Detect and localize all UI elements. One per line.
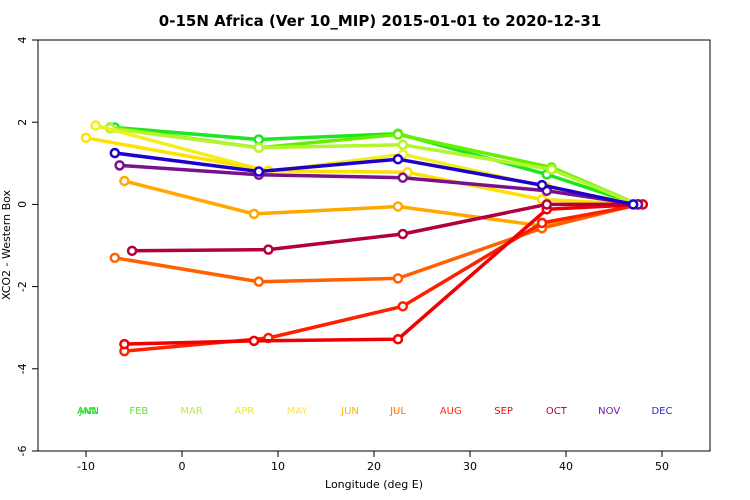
month-label-feb: FEB	[129, 406, 148, 417]
month-label-sep: SEP	[494, 406, 513, 417]
data-point	[541, 199, 553, 210]
month-label-dec: DEC	[651, 406, 672, 417]
data-point	[109, 252, 121, 264]
month-label-oct: OCT	[546, 406, 568, 417]
data-point	[397, 139, 409, 151]
data-point	[397, 172, 409, 183]
y-tick-label: 4	[16, 37, 29, 44]
x-tick-label: 40	[559, 460, 573, 473]
data-point	[392, 273, 404, 284]
series-line	[124, 202, 643, 346]
data-point	[263, 244, 274, 255]
data-point	[248, 335, 260, 347]
month-label-nov: NOV	[598, 406, 620, 417]
y-tick-label: 2	[16, 119, 29, 126]
data-point	[119, 175, 130, 187]
data-point	[109, 147, 121, 159]
data-point	[392, 201, 404, 212]
month-label-jul: JUL	[389, 406, 406, 417]
month-label-apr: APR	[234, 406, 254, 417]
data-point	[536, 217, 548, 229]
y-tick-label: 0	[16, 201, 29, 208]
data-point	[80, 132, 92, 144]
series-line	[114, 202, 639, 284]
plot-frame	[37, 39, 711, 452]
data-point	[627, 199, 639, 210]
x-tick-label: 50	[655, 460, 669, 473]
data-point	[253, 134, 265, 145]
series-group	[80, 120, 649, 357]
data-point	[253, 142, 265, 153]
month-label-may: MAY	[287, 406, 309, 417]
month-label-mar: MAR	[180, 406, 202, 417]
x-tick-label: 0	[179, 460, 186, 473]
data-point	[119, 338, 130, 350]
month-label-aug: AUG	[440, 406, 462, 417]
y-tick-label: -2	[16, 281, 29, 292]
data-point	[126, 245, 138, 257]
series-line	[132, 202, 638, 253]
y-axis-label: XCO2 - Western Box	[0, 189, 13, 300]
data-point	[392, 333, 404, 345]
y-tick-label: -4	[16, 363, 29, 374]
data-point	[397, 228, 409, 240]
data-point	[90, 120, 101, 131]
chart-title: 0-15N Africa (Ver 10_MIP) 2015-01-01 to …	[159, 12, 601, 30]
data-point	[546, 164, 557, 175]
month-label-jan: JAN	[78, 406, 96, 417]
x-tick-label: 30	[463, 460, 477, 473]
data-point	[397, 301, 409, 312]
data-point	[536, 179, 548, 191]
data-point	[392, 129, 404, 140]
series-dec	[109, 147, 639, 210]
x-axis: -10 0 10 20 30 40 50	[77, 451, 669, 473]
data-point	[253, 276, 265, 287]
y-tick-label: -6	[16, 446, 29, 457]
data-point	[253, 166, 265, 177]
month-label-jun: JUN	[340, 406, 359, 417]
y-axis: -6 -4 -2 0 2 4	[16, 37, 38, 457]
x-axis-label: Longitude (deg E)	[325, 478, 423, 491]
x-tick-label: 10	[271, 460, 285, 473]
data-point	[392, 153, 404, 165]
x-tick-label: -10	[77, 460, 95, 473]
data-point	[248, 208, 260, 220]
x-tick-label: 20	[367, 460, 381, 473]
data-point	[114, 160, 125, 171]
month-label-ann: ANN	[77, 406, 99, 417]
series-jul	[109, 199, 644, 287]
